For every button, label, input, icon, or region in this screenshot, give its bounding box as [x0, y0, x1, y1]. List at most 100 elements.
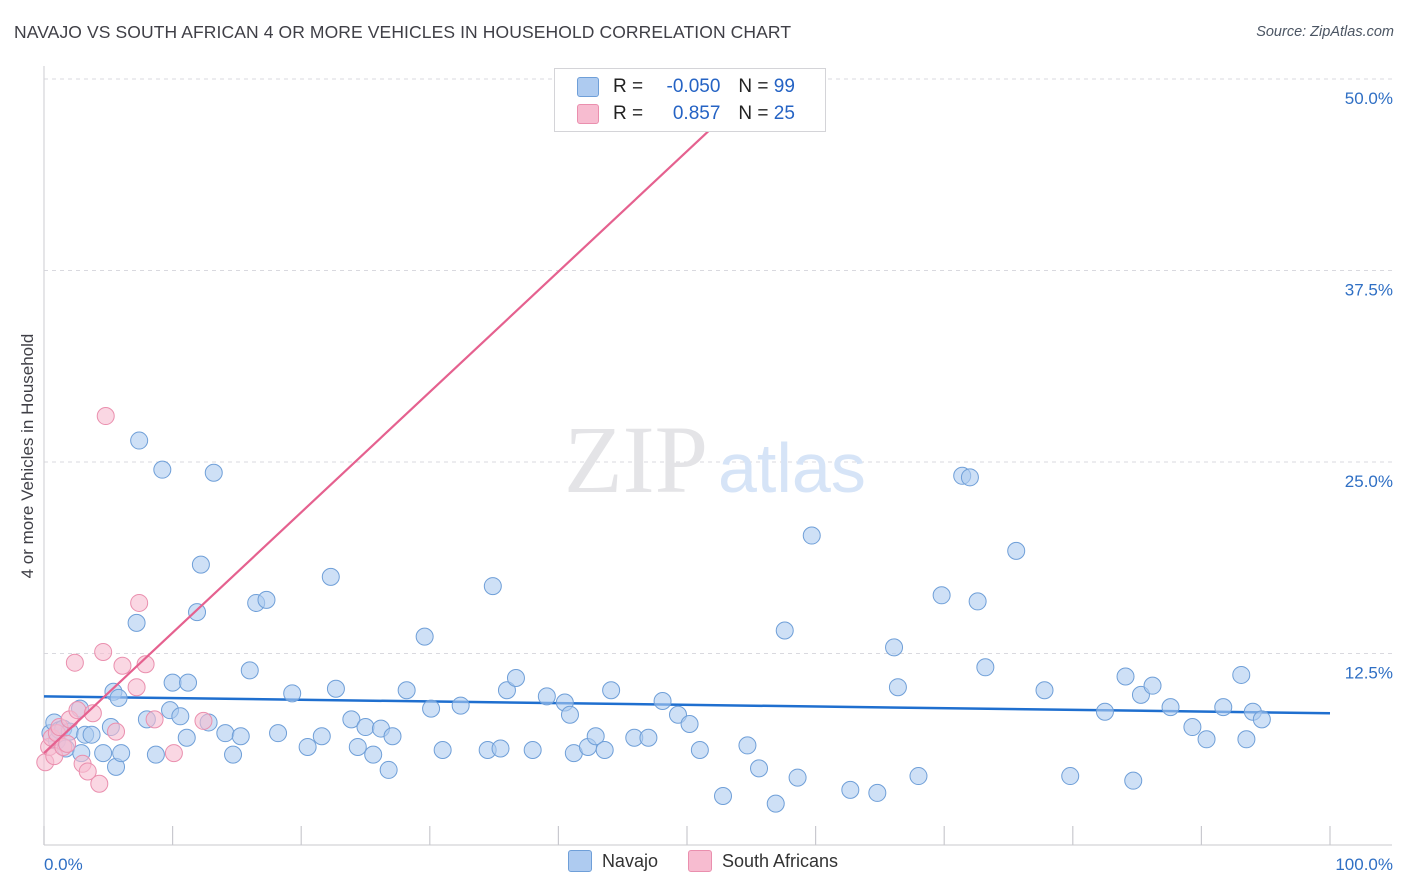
navajo-point	[342, 710, 361, 729]
navajo-trend-line	[43, 695, 1331, 715]
navajo-point	[483, 577, 502, 596]
navajo-point	[397, 681, 416, 700]
south-african-point	[136, 655, 155, 674]
south-africans-legend-label: South Africans	[721, 850, 839, 871]
navajo-point	[885, 638, 904, 657]
navajo-point	[1183, 718, 1202, 737]
navajo-point	[714, 786, 733, 805]
south-african-point	[127, 678, 146, 697]
navajo-point	[224, 745, 243, 764]
navajo-point	[433, 741, 452, 760]
navajo-swatch	[577, 77, 599, 97]
navajo-point	[1252, 710, 1271, 729]
navajo-point	[379, 760, 398, 779]
south-african-point	[113, 656, 132, 675]
navajo-point	[680, 714, 699, 733]
south-african-point	[145, 710, 164, 729]
navajo-n-value: 99	[773, 76, 795, 97]
navajo-point	[451, 696, 470, 715]
navajo-point	[497, 681, 516, 700]
navajo-point	[595, 741, 614, 760]
legend-row-navajo: R = -0.050 N = 99	[577, 74, 795, 100]
south-african-point	[164, 744, 183, 763]
navajo-point	[841, 780, 860, 799]
navajo-point	[109, 688, 128, 707]
navajo-point	[775, 621, 794, 640]
navajo-point	[94, 744, 113, 763]
navajo-point	[383, 727, 402, 746]
tick-labels: 12.5% 25.0% 37.5% 50.0% 0.0% 100.0%	[44, 89, 1393, 874]
navajo-point	[1161, 698, 1180, 717]
south-african-trend-line	[43, 78, 765, 754]
navajo-point	[602, 681, 621, 700]
x-tick-label-max: 100.0%	[1335, 855, 1393, 874]
navajo-point	[1007, 541, 1026, 560]
bottom-legend-south-africans[interactable]: South Africans	[687, 850, 839, 872]
watermark-zip: ZIP	[564, 406, 708, 513]
navajo-point	[766, 794, 785, 813]
navajo-point	[364, 745, 383, 764]
source-credit: Source: ZipAtlas.com	[1256, 24, 1394, 40]
south-african-point	[194, 711, 213, 730]
y-tick-label: 12.5%	[1345, 664, 1393, 683]
south-african-point	[83, 704, 102, 723]
south-african-point	[94, 642, 113, 661]
south-african-point	[96, 407, 115, 426]
navajo-point	[422, 699, 441, 718]
navajo-point	[968, 592, 987, 611]
navajo-point	[348, 737, 367, 756]
south-african-point	[107, 722, 126, 741]
sa-r-label: R =	[613, 103, 644, 124]
south-africans-legend-swatch	[687, 850, 712, 872]
navajo-point	[1214, 698, 1233, 717]
navajo-point	[177, 728, 196, 747]
navajo-point	[560, 705, 579, 724]
navajo-point	[179, 673, 198, 692]
y-tick-label: 50.0%	[1345, 89, 1393, 108]
navajo-point	[960, 468, 979, 487]
legend-row-south-africans: R = 0.857 N = 25	[577, 101, 795, 127]
navajo-point	[639, 728, 658, 747]
navajo-point	[1124, 771, 1143, 790]
chart-title: NAVAJO VS SOUTH AFRICAN 4 OR MORE VEHICL…	[14, 22, 792, 42]
navajo-point	[690, 741, 709, 760]
navajo-point	[283, 684, 302, 703]
navajo-legend-label: Navajo	[601, 850, 658, 871]
south-african-point	[58, 734, 77, 753]
navajo-point	[1035, 681, 1054, 700]
legend-box: R = -0.050 N = 99 R = 0.857 N = 25	[554, 68, 826, 132]
navajo-point	[523, 741, 542, 760]
navajo-point	[802, 526, 821, 545]
south-african-point	[78, 762, 97, 781]
navajo-point	[127, 613, 146, 632]
navajo-point	[415, 627, 434, 646]
watermark: ZIP atlas	[564, 406, 866, 513]
navajo-r-value: -0.050	[666, 76, 721, 97]
navajo-point	[491, 739, 510, 758]
navajo-point	[909, 767, 928, 786]
navajo-point	[888, 678, 907, 697]
navajo-point	[112, 744, 131, 763]
navajo-point	[163, 673, 182, 692]
navajo-point	[976, 658, 995, 677]
navajo-point	[788, 768, 807, 787]
navajo-point	[326, 679, 345, 698]
south-african-trend	[43, 78, 765, 754]
y-tick-label: 37.5%	[1345, 281, 1393, 300]
navajo-n-label: N =	[738, 76, 769, 97]
navajo-point	[1095, 702, 1114, 721]
navajo-point	[1232, 665, 1251, 684]
navajo-point	[1143, 676, 1162, 695]
navajo-point	[191, 555, 210, 574]
navajo-point	[257, 590, 276, 609]
navajo-point	[82, 725, 101, 744]
navajo-point	[356, 718, 375, 737]
bottom-legend-navajo[interactable]: Navajo	[567, 850, 658, 872]
sa-n-label: N =	[738, 103, 769, 124]
navajo-point	[146, 745, 165, 764]
navajo-point	[1197, 730, 1216, 749]
south-african-point	[65, 653, 84, 672]
navajo-point	[269, 724, 288, 743]
navajo-points	[41, 431, 1271, 813]
navajo-point	[738, 736, 757, 755]
